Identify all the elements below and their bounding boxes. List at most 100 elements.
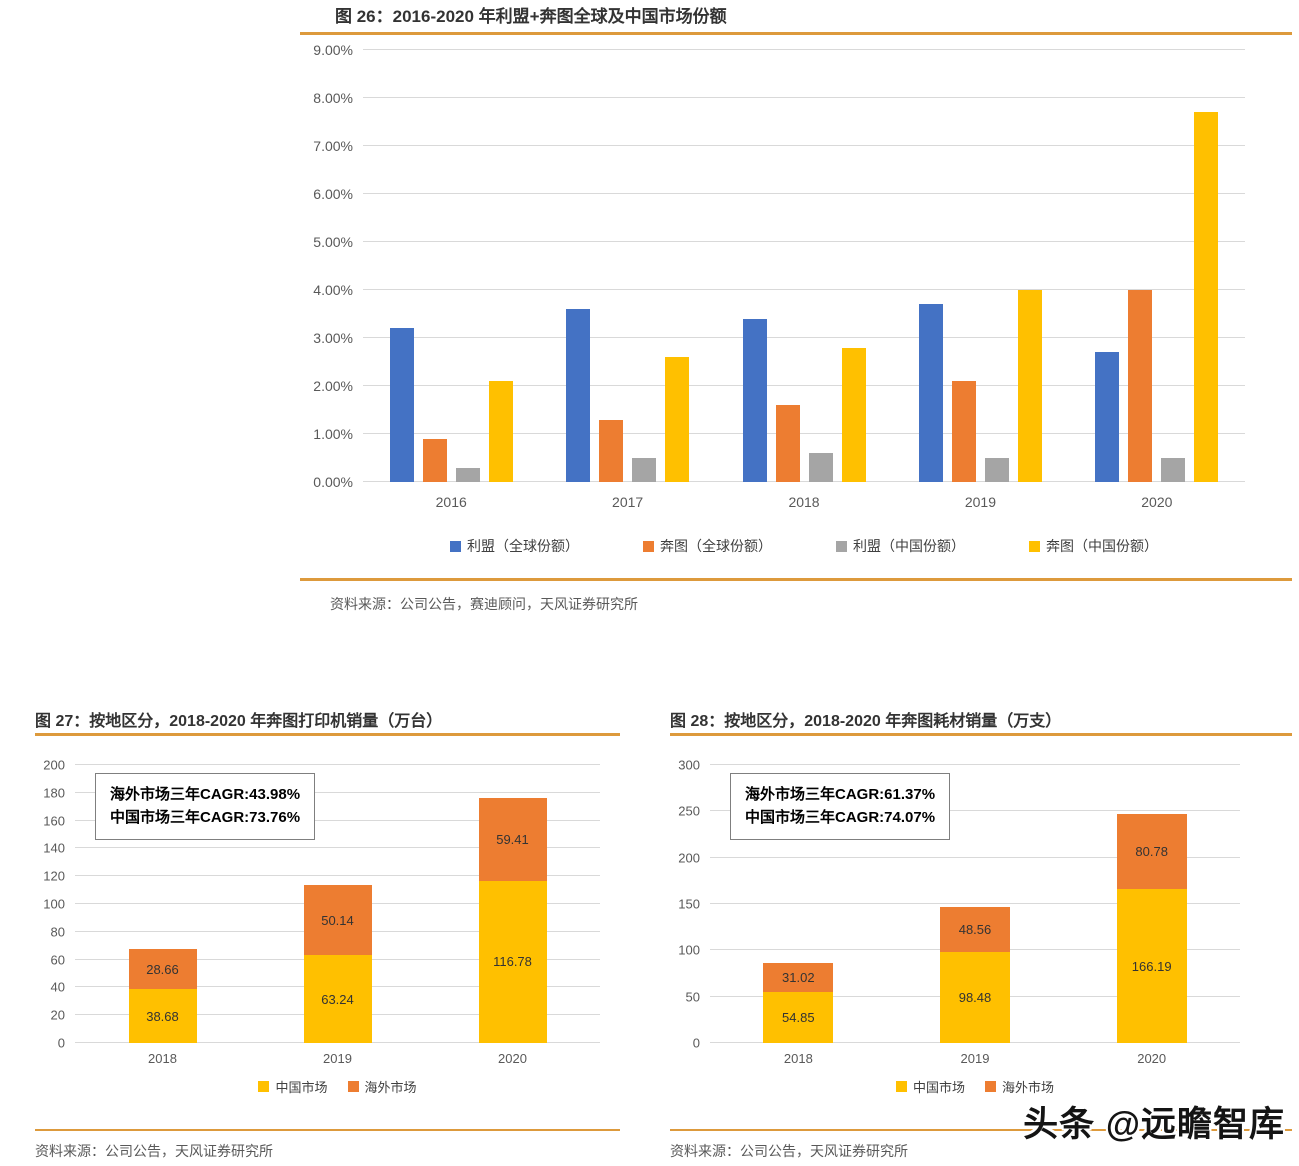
- y-tick-label: 0: [692, 1035, 700, 1051]
- category-group-2016: 2016: [363, 50, 539, 510]
- gridline: [363, 289, 1245, 290]
- y-tick-label: 3.00%: [313, 330, 353, 346]
- y-tick-label: 1.00%: [313, 426, 353, 442]
- bar: [841, 347, 866, 482]
- bar: [455, 467, 480, 482]
- bar-segment: 54.85: [763, 992, 834, 1043]
- legend-item: 海外市场: [347, 1077, 417, 1096]
- legend-color-chip: [895, 1081, 907, 1092]
- bar-segment: 63.24: [303, 955, 372, 1043]
- stacked-bar: 63.24 50.14: [303, 885, 372, 1043]
- bar-value-label: 31.02: [782, 970, 815, 986]
- bar: [918, 304, 943, 482]
- y-tick-label: 80: [50, 924, 65, 940]
- bar-segment: 28.66: [128, 949, 197, 990]
- legend-color-chip: [450, 540, 461, 552]
- bar: [1194, 112, 1219, 482]
- legend-color-chip: [347, 1081, 359, 1092]
- y-tick-label: 0.00%: [313, 474, 353, 490]
- x-tick-label: 2019: [323, 1051, 352, 1066]
- legend-item: 奔图（中国份额）: [1029, 536, 1158, 556]
- gridline: [75, 847, 600, 849]
- bar-segment: 98.48: [940, 951, 1010, 1043]
- category-group-2019: 98.48 48.56 2019: [887, 765, 1064, 1066]
- y-tick-label: 9.00%: [313, 42, 353, 58]
- bar: [665, 357, 690, 482]
- x-tick-label: 2018: [788, 494, 820, 510]
- stacked-bar: 166.19 80.78: [1116, 814, 1187, 1043]
- figure-26-bottom-divider: [300, 578, 1292, 581]
- legend-label: 海外市场: [364, 1080, 417, 1095]
- bar-segment: 31.02: [763, 963, 834, 993]
- x-tick-label: 2016: [435, 494, 467, 510]
- figure-28-top-divider: [670, 733, 1292, 736]
- bar: [1095, 352, 1120, 482]
- category-group-2018: 2018: [716, 50, 892, 510]
- x-tick-label: 2018: [783, 1051, 813, 1066]
- bar-segment: 80.78: [1116, 814, 1187, 889]
- bar: [808, 453, 833, 482]
- y-tick-label: 180: [43, 785, 65, 801]
- figure-27-bottom-divider: [35, 1129, 620, 1131]
- bar-segment: 38.68: [128, 989, 197, 1043]
- gridline: [363, 193, 1245, 194]
- bar: [389, 328, 414, 482]
- bar: [632, 458, 657, 482]
- legend-label: 奔图（全球份额）: [660, 538, 772, 554]
- figure-26-title: 图 26：2016-2020 年利盟+奔图全球及中国市场份额: [335, 7, 727, 26]
- legend-color-chip: [1029, 540, 1040, 552]
- gridline: [363, 145, 1245, 146]
- bar-value-label: 80.78: [1135, 844, 1168, 860]
- toutiao-watermark: 头条 @远瞻智库: [1023, 1105, 1285, 1144]
- category-group-2019: 2019: [892, 50, 1068, 510]
- x-tick-label: 2017: [612, 494, 644, 510]
- y-tick-label: 100: [43, 896, 65, 912]
- figure-27-legend: 中国市场 海外市场: [75, 1077, 600, 1096]
- gridline: [710, 764, 1240, 765]
- y-tick-label: 7.00%: [313, 138, 353, 154]
- y-tick-label: 60: [50, 952, 65, 968]
- bar-value-label: 116.78: [493, 954, 532, 970]
- bar-groups: 54.85 31.02 2018 98.48 48.56 2019 166.19 80.78 2…: [710, 765, 1240, 1066]
- printer-sales-stacked-chart: 海外市场三年CAGR:43.98% 中国市场三年CAGR:73.76% 0 20 4…: [43, 758, 600, 1066]
- legend-label: 中国市场: [275, 1080, 328, 1095]
- bar: [951, 381, 976, 482]
- consumables-sales-stacked-chart: 海外市场三年CAGR:61.37% 中国市场三年CAGR:74.07% 0 50 1…: [678, 758, 1240, 1066]
- legend-item: 利盟（全球份额）: [450, 536, 579, 556]
- gridline: [363, 241, 1245, 242]
- legend-label: 利盟（全球份额）: [467, 538, 579, 554]
- bar-value-label: 50.14: [321, 912, 354, 928]
- y-tick-label: 0: [57, 1035, 65, 1051]
- legend-item: 利盟（中国份额）: [836, 536, 965, 556]
- legend-color-chip: [836, 540, 847, 552]
- bar: [1128, 290, 1153, 482]
- bar-value-label: 59.41: [496, 831, 529, 847]
- x-tick-label: 2020: [1141, 494, 1173, 510]
- gridline: [75, 791, 600, 793]
- legend-color-chip: [985, 1081, 996, 1092]
- x-tick-label: 2019: [964, 494, 996, 510]
- bar: [742, 318, 767, 482]
- y-tick-label: 200: [43, 757, 65, 773]
- x-tick-label: 2020: [1137, 1051, 1167, 1066]
- category-group-2018: 38.68 28.66 2018: [75, 765, 250, 1066]
- legend-label: 奔图（中国份额）: [1046, 538, 1158, 554]
- bar: [599, 419, 624, 482]
- bar: [1017, 290, 1042, 482]
- bar-groups: 2016 2017 2018 2019 2020: [363, 50, 1245, 510]
- category-group-2020: 116.78 59.41 2020: [425, 765, 600, 1066]
- x-tick-label: 2020: [498, 1051, 527, 1066]
- figure-26-legend: 利盟（全球份额） 奔图（全球份额） 利盟（中国份额） 奔图（中国份额）: [363, 536, 1245, 556]
- figure-27-printer-sales: 图 27：按地区分，2018-2020 年奔图打印机销量（万台） 海外市场三年C…: [35, 705, 620, 1165]
- figure-27-cagr-annotation: 海外市场三年CAGR:43.98% 中国市场三年CAGR:73.76%: [95, 773, 316, 840]
- bar: [566, 309, 591, 482]
- bar: [775, 405, 800, 482]
- legend-label: 中国市场: [912, 1080, 965, 1095]
- figure-28-legend: 中国市场 海外市场: [710, 1077, 1240, 1096]
- bar-value-label: 54.85: [782, 1010, 815, 1026]
- y-tick-label: 2.00%: [313, 378, 353, 394]
- gridline: [75, 764, 600, 765]
- bar-value-label: 48.56: [958, 921, 992, 937]
- bar: [422, 438, 447, 482]
- x-tick-label: 2018: [148, 1051, 177, 1066]
